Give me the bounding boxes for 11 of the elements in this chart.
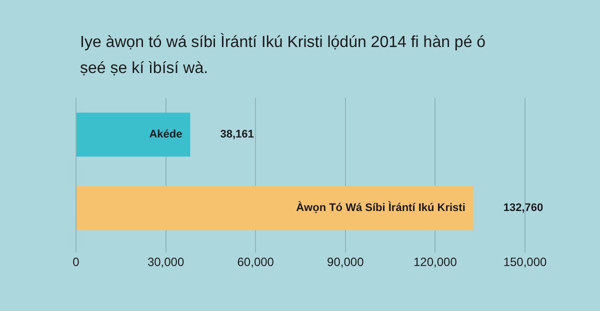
x-tick-label: 30,000 — [147, 255, 184, 270]
x-tick-label: 60,000 — [237, 255, 274, 270]
y-tick-label: Àwọn Tó Wá Síbi Ìrántí Ikú Kristi — [296, 200, 466, 214]
x-tick-label: 0 — [72, 255, 80, 270]
x-tick-label: 90,000 — [327, 255, 364, 270]
data-label: 38,161 — [220, 128, 254, 141]
x-tick-label: 120,000 — [414, 255, 458, 270]
chart-title: Iye àwọn tó wá síbi Ìrántí Ikú Kristi lọ́dún 2014 fi hàn pé ó ṣeé ṣe kí ìbísí wà. — [80, 32, 487, 79]
data-label: 132,760 — [503, 202, 544, 214]
x-tick-label: 150,000 — [503, 255, 548, 270]
y-tick-label: Akéde — [149, 128, 182, 141]
